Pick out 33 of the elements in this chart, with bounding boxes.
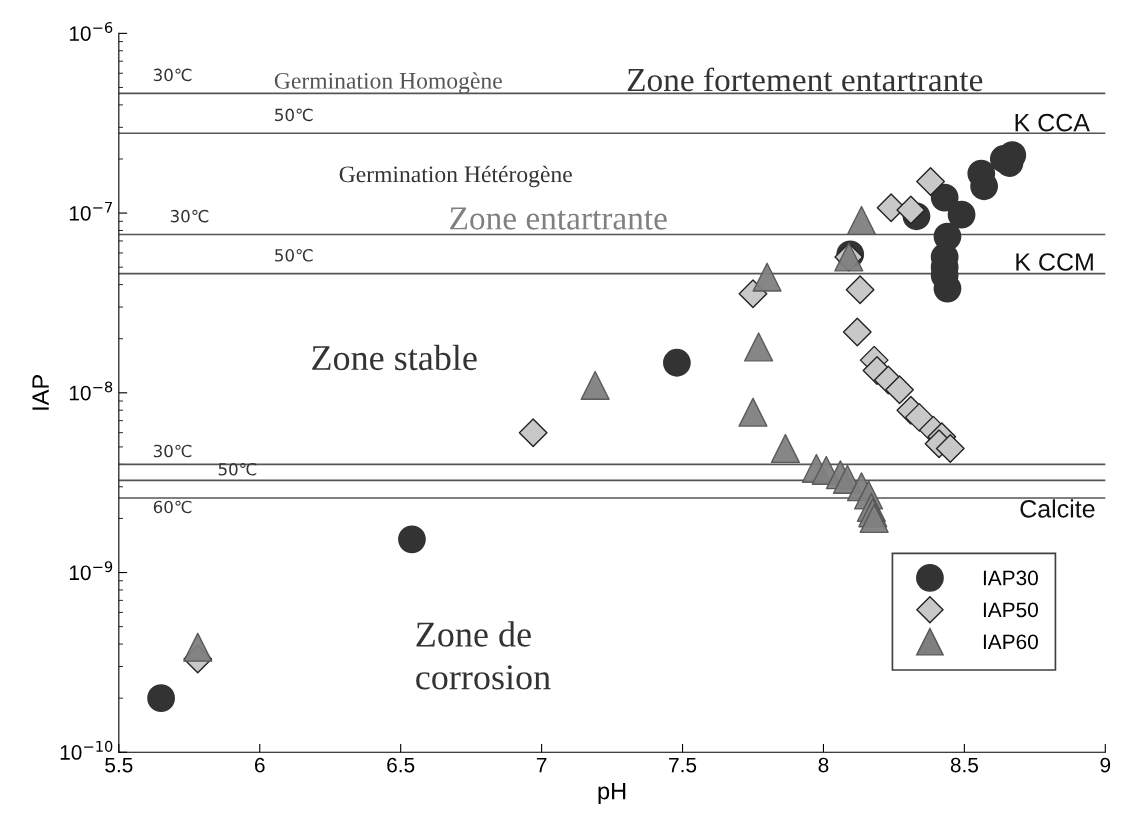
annotation: Zone stable (312, 344, 477, 371)
x-tick-label: 6 (255, 757, 265, 773)
legend-label: IAP60 (983, 634, 1038, 650)
y-tick-label: 10$^{−7}$ (69, 201, 112, 221)
y-axis-title: IAP (32, 375, 49, 410)
y-tick-label: 10$^{−8}$ (69, 381, 113, 401)
ref-line-label: 50℃ (275, 108, 313, 122)
y-tick-label: 10$^{−9}$ (69, 561, 113, 581)
legend-label: IAP30 (983, 570, 1038, 586)
x-tick-label: 7.5 (669, 757, 697, 773)
annotation: Zone entartrante (450, 207, 667, 230)
x-tick-label: 9 (1100, 757, 1111, 773)
x-axis-title: pH (598, 782, 626, 805)
x-tick-label: 5.5 (105, 757, 133, 773)
annotation: K CCM (1016, 253, 1093, 271)
annotation: Germination Hétérogène (339, 165, 572, 188)
x-tick-label: 8.5 (950, 757, 978, 773)
annotation: Germination Homogène (274, 72, 502, 94)
ref-line-label: 30℃ (153, 444, 192, 458)
ref-line-label: 30℃ (170, 209, 209, 223)
ref-line-label: 50℃ (218, 462, 257, 476)
ref-line-label: 50℃ (275, 249, 313, 262)
annotation: Zone de corrosion (416, 621, 551, 690)
x-tick-label: 7 (536, 757, 547, 773)
ref-line-label: 60℃ (153, 500, 192, 514)
y-tick-label: 10$^{−6}$ (69, 21, 113, 41)
annotation: K CCA (1015, 113, 1090, 132)
legend-label: IAP50 (983, 602, 1038, 618)
x-tick-label: 8 (818, 757, 829, 773)
annotation: Zone fortement entartrante (627, 67, 983, 92)
annotation: Calcite (1020, 499, 1095, 518)
x-tick-label: 6.5 (387, 757, 415, 773)
ref-line-label: 30℃ (153, 68, 192, 82)
